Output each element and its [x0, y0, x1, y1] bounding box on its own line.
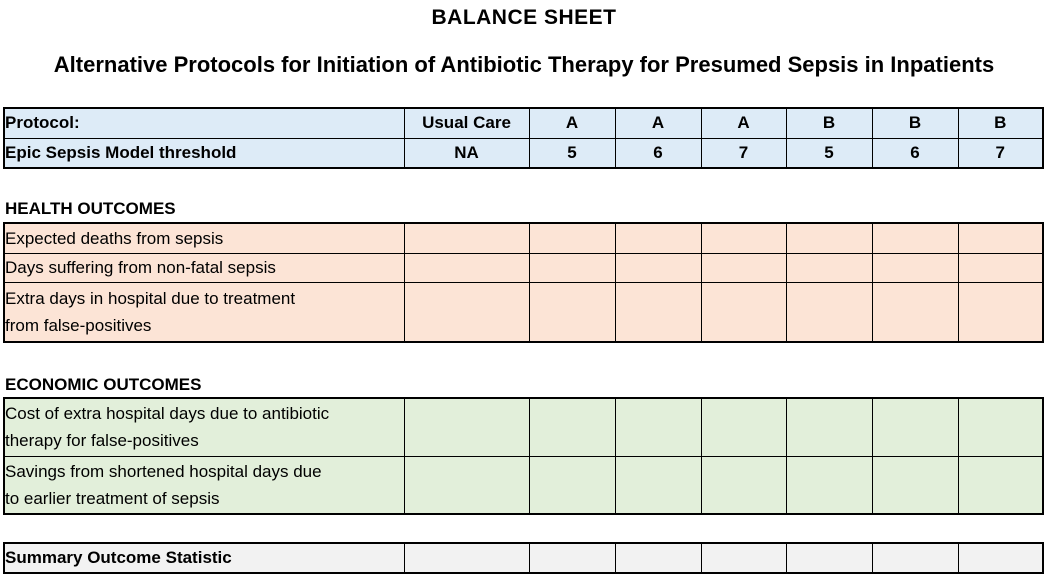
empty-data-cell[interactable]: [700, 252, 787, 283]
empty-data-cell[interactable]: [528, 222, 616, 254]
empty-data-cell[interactable]: [700, 455, 787, 515]
empty-data-cell[interactable]: [528, 252, 616, 283]
threshold-value-cell: 6: [614, 137, 702, 169]
table-row: Cost of extra hospital days due to antib…: [3, 397, 1044, 457]
empty-data-cell[interactable]: [871, 397, 959, 457]
threshold-value-cell: NA: [403, 137, 530, 169]
empty-data-cell[interactable]: [403, 281, 530, 343]
table-row: Savings from shortened hospital days due…: [3, 455, 1044, 515]
summary-table: Summary Outcome Statistic: [3, 542, 1044, 574]
empty-data-cell[interactable]: [871, 281, 959, 343]
empty-data-cell[interactable]: [528, 281, 616, 343]
page-title: BALANCE SHEET: [431, 6, 617, 29]
summary-row: Summary Outcome Statistic: [3, 542, 1044, 574]
empty-data-cell[interactable]: [614, 455, 702, 515]
protocol-value-cell: B: [871, 107, 959, 139]
row-label-cell: Expected deaths from sepsis: [3, 222, 405, 254]
empty-data-cell[interactable]: [614, 281, 702, 343]
protocol-value-cell: A: [614, 107, 702, 139]
empty-data-cell[interactable]: [957, 252, 1044, 283]
threshold-value-cell: 7: [957, 137, 1044, 169]
protocol-value-cell: Usual Care: [403, 107, 530, 139]
empty-data-cell[interactable]: [957, 397, 1044, 457]
empty-data-cell[interactable]: [528, 455, 616, 515]
empty-data-cell[interactable]: [785, 397, 873, 457]
empty-data-cell[interactable]: [403, 252, 530, 283]
empty-data-cell[interactable]: [614, 252, 702, 283]
protocol-value-cell: A: [700, 107, 787, 139]
empty-data-cell[interactable]: [403, 397, 530, 457]
empty-data-cell[interactable]: [785, 281, 873, 343]
empty-data-cell[interactable]: [785, 252, 873, 283]
empty-data-cell[interactable]: [957, 281, 1044, 343]
health-outcomes-table: Expected deaths from sepsis Days sufferi…: [3, 222, 1044, 343]
threshold-value-cell: 6: [871, 137, 959, 169]
protocol-table: Protocol: Usual Care A A A B B B Epic Se…: [3, 107, 1044, 169]
empty-data-cell[interactable]: [700, 397, 787, 457]
empty-data-cell[interactable]: [700, 281, 787, 343]
protocol-row: Protocol: Usual Care A A A B B B: [3, 107, 1044, 139]
empty-data-cell[interactable]: [403, 222, 530, 254]
table-row: Days suffering from non-fatal sepsis: [3, 252, 1044, 283]
health-outcomes-heading: HEALTH OUTCOMES: [5, 199, 176, 218]
threshold-value-cell: 5: [528, 137, 616, 169]
empty-data-cell[interactable]: [871, 252, 959, 283]
empty-data-cell[interactable]: [957, 542, 1044, 574]
row-label-cell: Extra days in hospital due to treatment f…: [3, 281, 405, 343]
empty-data-cell[interactable]: [700, 542, 787, 574]
empty-data-cell[interactable]: [528, 542, 616, 574]
economic-outcomes-table: Cost of extra hospital days due to antib…: [3, 397, 1044, 515]
summary-label-cell: Summary Outcome Statistic: [3, 542, 405, 574]
table-row: Expected deaths from sepsis: [3, 222, 1044, 254]
empty-data-cell[interactable]: [403, 542, 530, 574]
empty-data-cell[interactable]: [785, 222, 873, 254]
threshold-row: Epic Sepsis Model threshold NA 5 6 7 5 6…: [3, 137, 1044, 169]
empty-data-cell[interactable]: [871, 455, 959, 515]
page-subtitle: Alternative Protocols for Initiation of …: [53, 52, 995, 77]
empty-data-cell[interactable]: [403, 455, 530, 515]
empty-data-cell[interactable]: [614, 222, 702, 254]
protocol-value-cell: B: [957, 107, 1044, 139]
empty-data-cell[interactable]: [871, 542, 959, 574]
threshold-value-cell: 7: [700, 137, 787, 169]
empty-data-cell[interactable]: [957, 455, 1044, 515]
row-label-cell: Days suffering from non-fatal sepsis: [3, 252, 405, 283]
table-row: Extra days in hospital due to treatment f…: [3, 281, 1044, 343]
empty-data-cell[interactable]: [871, 222, 959, 254]
economic-outcomes-heading: ECONOMIC OUTCOMES: [5, 375, 202, 394]
empty-data-cell[interactable]: [785, 542, 873, 574]
empty-data-cell[interactable]: [528, 397, 616, 457]
threshold-value-cell: 5: [785, 137, 873, 169]
row-label-cell: Cost of extra hospital days due to antib…: [3, 397, 405, 457]
empty-data-cell[interactable]: [957, 222, 1044, 254]
protocol-value-cell: B: [785, 107, 873, 139]
threshold-label-cell: Epic Sepsis Model threshold: [3, 137, 405, 169]
empty-data-cell[interactable]: [614, 397, 702, 457]
row-label-cell: Savings from shortened hospital days due…: [3, 455, 405, 515]
empty-data-cell[interactable]: [700, 222, 787, 254]
empty-data-cell[interactable]: [785, 455, 873, 515]
empty-data-cell[interactable]: [614, 542, 702, 574]
protocol-label-cell: Protocol:: [3, 107, 405, 139]
protocol-value-cell: A: [528, 107, 616, 139]
